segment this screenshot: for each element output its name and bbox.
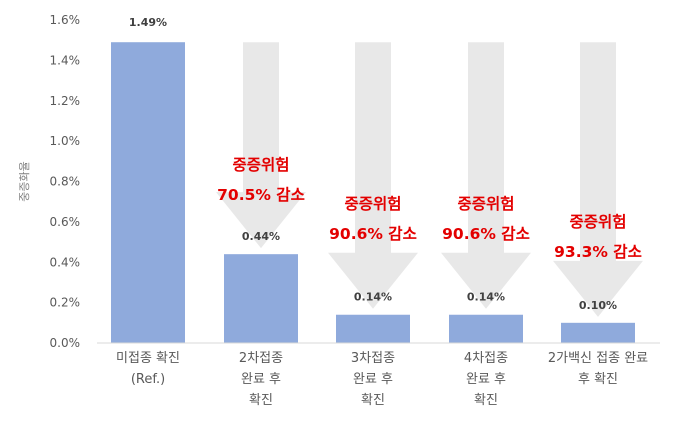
reduction-arrow bbox=[216, 42, 306, 249]
reduction-annotation: 70.5% 감소 bbox=[217, 185, 305, 204]
category-label: 2차접종 bbox=[239, 351, 283, 366]
data-label: 0.14% bbox=[354, 291, 392, 304]
data-label: 1.49% bbox=[129, 16, 167, 29]
reduction-arrows bbox=[216, 42, 643, 317]
y-tick-label: 1.0% bbox=[50, 134, 81, 148]
y-tick-label: 0.0% bbox=[50, 336, 81, 350]
category-label: 완료 후 bbox=[466, 372, 506, 387]
reduction-arrow bbox=[553, 42, 643, 317]
y-tick-label: 0.6% bbox=[50, 215, 81, 229]
category-label: 확진 bbox=[474, 393, 498, 408]
bar bbox=[224, 254, 298, 343]
reduction-arrow bbox=[441, 42, 531, 309]
y-tick-label: 1.2% bbox=[50, 94, 81, 108]
bar bbox=[111, 42, 185, 344]
category-label: 확진 bbox=[361, 393, 385, 408]
y-axis: 0.0% 0.2% 0.4% 0.6% 0.8% 1.0% 1.2% 1.4% 1.6% bbox=[50, 13, 660, 350]
category-label: 4차접종 bbox=[464, 351, 508, 366]
bar bbox=[449, 314, 523, 343]
category-label: 미접종 확진 bbox=[116, 351, 180, 366]
y-tick-label: 1.4% bbox=[50, 53, 81, 67]
bar bbox=[336, 314, 410, 343]
category-label: 3차접종 bbox=[351, 351, 395, 366]
bars bbox=[111, 42, 635, 344]
y-tick-label: 0.8% bbox=[50, 175, 81, 189]
category-label: 확진 bbox=[249, 393, 273, 408]
reduction-annotation: 93.3% 감소 bbox=[554, 242, 642, 261]
reduction-annotation: 중증위험 bbox=[457, 195, 514, 213]
category-label: 완료 후 bbox=[241, 372, 281, 387]
y-tick-label: 0.2% bbox=[50, 296, 81, 310]
data-label: 0.10% bbox=[579, 299, 617, 312]
category-label: (Ref.) bbox=[131, 372, 165, 387]
y-tick-label: 0.4% bbox=[50, 255, 81, 269]
reduction-arrow bbox=[328, 42, 418, 309]
y-axis-label: 중증화율 bbox=[18, 161, 31, 201]
category-label: 완료 후 bbox=[353, 372, 393, 387]
reduction-annotation: 중증위험 bbox=[569, 213, 626, 231]
y-tick-label: 1.6% bbox=[50, 13, 81, 27]
data-labels: 1.49% 0.44% 0.14% 0.14% 0.10% bbox=[129, 16, 617, 312]
category-label: 후 확진 bbox=[578, 372, 618, 387]
bar bbox=[561, 322, 635, 343]
data-label: 0.44% bbox=[242, 230, 280, 243]
reduction-annotation: 90.6% 감소 bbox=[442, 224, 530, 243]
reduction-annotation: 중증위험 bbox=[232, 156, 289, 174]
category-label: 2가백신 접종 완료 bbox=[548, 351, 648, 366]
reduction-annotation: 90.6% 감소 bbox=[329, 224, 417, 243]
reduction-annotation: 중증위험 bbox=[344, 195, 401, 213]
data-label: 0.14% bbox=[467, 291, 505, 304]
